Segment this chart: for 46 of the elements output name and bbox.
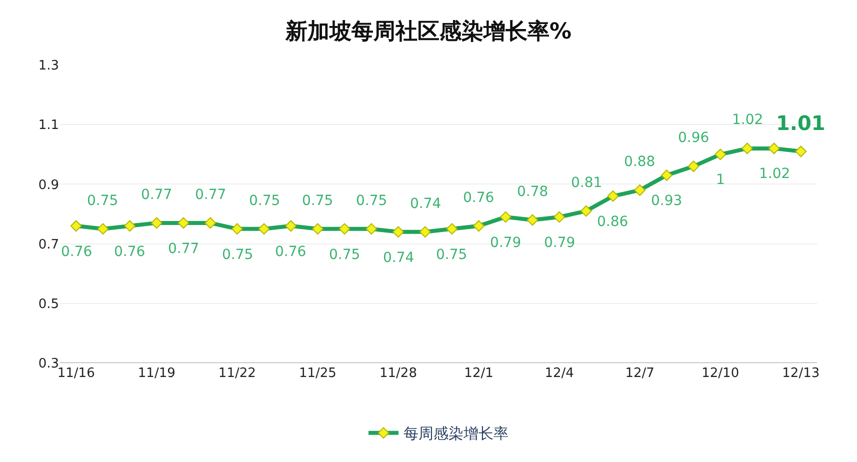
data-label: 0.75 <box>302 193 334 209</box>
data-label: 1.02 <box>759 166 790 182</box>
data-label: 0.74 <box>410 196 442 212</box>
x-tick-label: 11/22 <box>218 366 256 381</box>
data-label: 0.96 <box>678 130 710 146</box>
data-label: 0.81 <box>571 175 602 191</box>
x-tick-label: 11/25 <box>298 366 336 381</box>
data-label: 0.76 <box>114 244 146 260</box>
data-label: 0.76 <box>61 244 92 260</box>
x-tick-label: 11/16 <box>57 366 95 381</box>
data-label: 0.77 <box>195 187 226 203</box>
data-label: 0.86 <box>597 214 628 230</box>
data-label: 0.75 <box>87 193 118 209</box>
y-tick-label: 1.3 <box>38 58 59 74</box>
x-tick-label: 12/10 <box>702 366 740 381</box>
data-label: 0.76 <box>275 244 306 260</box>
data-label: 0.76 <box>463 190 494 206</box>
data-label: 0.79 <box>544 235 576 251</box>
x-tick-label: 12/4 <box>544 366 574 381</box>
data-label: 0.79 <box>490 235 522 251</box>
data-label: 0.77 <box>141 187 172 203</box>
x-tick-label: 12/7 <box>625 366 654 381</box>
y-tick-label: 0.9 <box>38 178 59 193</box>
data-label: 1.02 <box>732 112 764 128</box>
x-tick-label: 12/13 <box>782 366 820 381</box>
data-label: 0.77 <box>168 241 200 257</box>
x-tick-label: 12/1 <box>464 366 494 381</box>
x-tick-label: 11/28 <box>379 366 417 381</box>
y-tick-label: 0.3 <box>38 356 59 372</box>
data-label: 1.01 <box>776 111 826 135</box>
y-tick-label: 0.7 <box>38 237 59 252</box>
data-label: 0.75 <box>222 247 254 263</box>
data-label: 0.88 <box>624 154 656 170</box>
data-label: 0.93 <box>651 193 682 209</box>
data-label: 0.74 <box>383 250 414 266</box>
y-tick-label: 1.1 <box>38 118 59 134</box>
data-label: 0.75 <box>249 193 280 209</box>
data-label: 1 <box>716 172 725 188</box>
legend-label: 每周感染增长率 <box>404 424 508 443</box>
x-tick-label: 11/19 <box>138 366 176 381</box>
data-label: 0.75 <box>329 247 360 263</box>
data-label: 0.78 <box>517 184 548 200</box>
data-label: 0.75 <box>436 247 468 263</box>
chart-title: 新加坡每周社区感染增长率% <box>284 18 572 44</box>
data-label: 0.75 <box>356 193 388 209</box>
y-tick-label: 0.5 <box>38 296 59 312</box>
